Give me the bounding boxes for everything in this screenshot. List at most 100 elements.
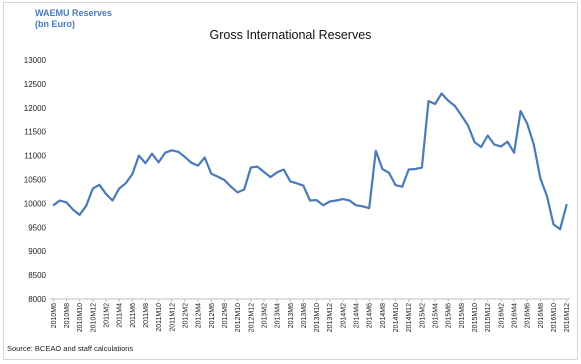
y-tick-label: 12500 (24, 80, 47, 89)
data-point (289, 180, 291, 182)
y-tick-label: 10000 (24, 199, 47, 208)
data-point (355, 204, 357, 206)
data-point (342, 198, 344, 200)
data-point (454, 105, 456, 107)
data-point (177, 151, 179, 153)
data-point (131, 173, 133, 175)
x-tick-label: 2012M4 (196, 303, 203, 328)
data-point (480, 146, 482, 148)
x-tick-label: 2013M12 (327, 303, 334, 332)
x-axis: 2010M6 2010M8 2010M10 2010M12 2011M2 2011M4 20… (50, 298, 571, 332)
data-point (151, 153, 153, 155)
data-point (487, 134, 489, 137)
x-tick-label: 2016M12 (564, 303, 571, 332)
y-tick-label: 9000 (28, 247, 46, 256)
data-point (92, 188, 94, 190)
data-point (164, 152, 166, 154)
x-tick-label: 2014M4 (354, 303, 361, 328)
data-point (250, 166, 252, 169)
series-group (52, 92, 568, 231)
x-tick-label: 2011M10 (156, 303, 163, 332)
x-tick-label: 2013M6 (288, 303, 295, 328)
data-point (184, 156, 186, 158)
data-point (414, 168, 416, 170)
x-tick-label: 2014M12 (406, 303, 413, 332)
x-tick-label: 2015M4 (433, 303, 440, 328)
data-point (526, 123, 528, 125)
data-point (59, 199, 61, 202)
x-tick-label: 2011M12 (169, 303, 176, 332)
y-tick-label: 11000 (24, 152, 46, 161)
data-point (158, 161, 160, 163)
data-point (171, 149, 173, 151)
data-point (441, 92, 443, 95)
data-point (72, 209, 74, 211)
unit-label: WAEMU Reserves (bn Euro) (35, 8, 112, 30)
data-point (329, 200, 331, 203)
data-point (401, 186, 403, 188)
source-note: Source: BCEAO and staff calculations (7, 344, 134, 353)
x-tick-label: 2014M8 (380, 303, 387, 328)
data-point (434, 103, 436, 105)
data-point (52, 204, 54, 206)
data-point (65, 201, 68, 203)
data-point (276, 171, 278, 173)
y-tick-label: 11500 (24, 128, 46, 137)
data-point (474, 141, 476, 143)
y-tick-label: 8000 (28, 295, 46, 304)
data-point (190, 162, 193, 164)
x-tick-label: 2013M2 (261, 303, 268, 328)
data-point (125, 182, 127, 184)
chart-title: Gross International Reserves (209, 28, 372, 42)
y-tick-label: 12000 (24, 104, 47, 113)
data-point (309, 199, 311, 202)
data-point (335, 199, 337, 202)
data-point (375, 150, 377, 152)
data-point (368, 207, 370, 209)
data-point (138, 155, 140, 157)
x-tick-label: 2016M6 (525, 303, 532, 328)
unit-label-line-2: (bn Euro) (35, 19, 75, 29)
data-point (421, 166, 423, 169)
x-tick-label: 2011M2 (103, 303, 110, 328)
x-tick-label: 2012M12 (248, 303, 255, 332)
x-tick-label: 2011M4 (117, 303, 124, 328)
data-point (111, 199, 114, 202)
data-point (296, 182, 298, 184)
data-point (500, 145, 502, 148)
data-point (348, 199, 351, 202)
y-tick-label: 13000 (24, 56, 47, 65)
unit-label-line-1: WAEMU Reserves (35, 8, 113, 18)
x-tick-label: 2015M6 (446, 303, 453, 328)
x-tick-label: 2012M2 (182, 303, 189, 328)
x-tick-label: 2016M8 (538, 303, 545, 328)
data-point (144, 162, 146, 164)
x-tick-label: 2016M10 (551, 303, 558, 332)
x-tick-label: 2014M10 (393, 303, 400, 332)
x-tick-label: 2010M8 (64, 303, 71, 328)
x-tick-label: 2016M2 (498, 303, 505, 328)
x-tick-label: 2012M10 (235, 303, 242, 332)
data-point (283, 168, 285, 171)
data-point (362, 205, 364, 207)
data-point (210, 173, 212, 175)
x-tick-label: 2013M8 (301, 303, 308, 328)
data-point (427, 100, 430, 102)
data-point (79, 214, 81, 216)
x-tick-label: 2015M2 (419, 303, 426, 328)
data-point (513, 152, 515, 154)
data-point (243, 188, 245, 191)
series-line (52, 92, 568, 231)
x-tick-label: 2011M6 (130, 303, 137, 328)
x-tick-label: 2011M8 (143, 303, 150, 328)
data-point (552, 223, 555, 225)
x-tick-label: 2012M6 (209, 303, 216, 328)
data-point (506, 141, 509, 143)
data-point (322, 204, 324, 206)
x-tick-label: 2012M8 (222, 303, 229, 328)
x-tick-label: 2013M4 (275, 303, 282, 328)
data-point (520, 110, 522, 112)
y-tick-label: 10500 (24, 176, 47, 185)
data-point (316, 199, 318, 201)
